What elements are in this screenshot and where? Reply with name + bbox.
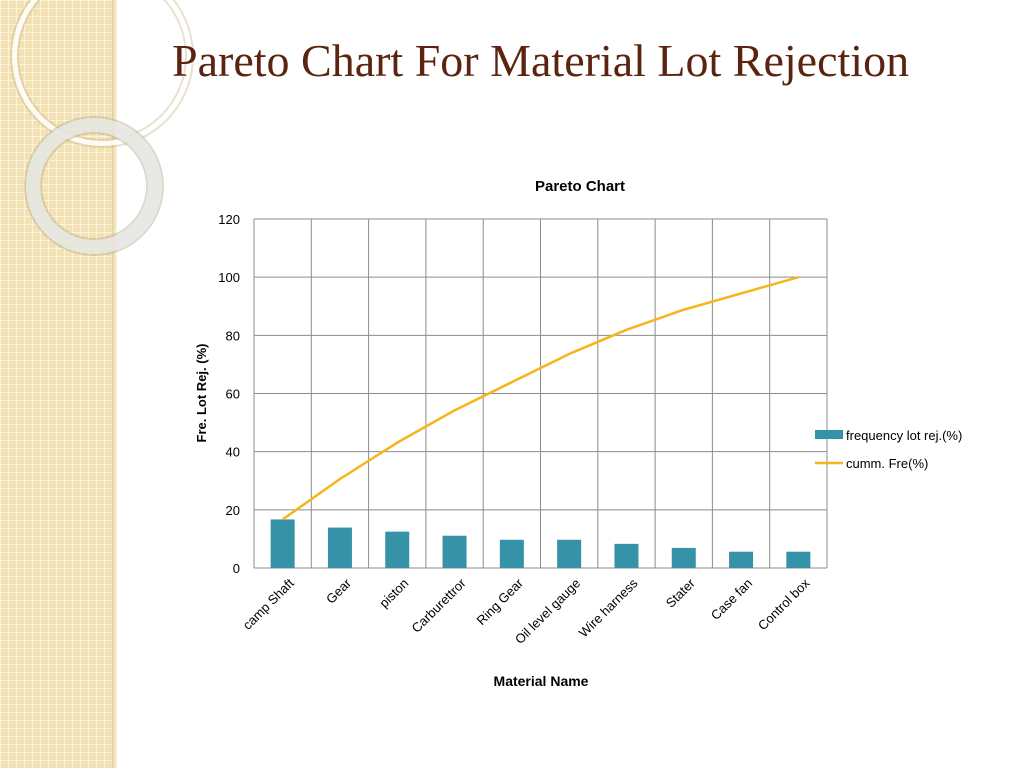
chart-legend: frequency lot rej.(%) cumm. Fre(%) xyxy=(815,428,962,471)
bar-case-fan xyxy=(729,551,754,568)
y-tick-label: 40 xyxy=(226,445,240,460)
x-tick-label: Gear xyxy=(323,575,355,607)
bar-series xyxy=(270,519,811,568)
legend-label-frequency: frequency lot rej.(%) xyxy=(846,428,962,443)
slide-title: Pareto Chart For Material Lot Rejection xyxy=(172,35,910,86)
x-tick-label: Control box xyxy=(755,575,813,633)
y-tick-label: 20 xyxy=(226,503,240,518)
bar-gear xyxy=(327,527,352,568)
bar-oil-level-gauge xyxy=(557,539,582,568)
y-tick-label: 120 xyxy=(218,212,240,227)
y-axis-label: Fre. Lot Rej. (%) xyxy=(194,344,209,443)
chart-title: Pareto Chart xyxy=(535,178,625,195)
x-tick-label: Carburettror xyxy=(409,575,470,636)
x-tick-label: Wire harness xyxy=(576,575,641,640)
x-tick-label: Ring Gear xyxy=(473,575,526,628)
cumulative-line xyxy=(281,275,799,521)
y-tick-labels: 0 20 40 60 80 100 120 xyxy=(218,212,240,576)
bar-piston xyxy=(385,531,410,568)
bar-control-box xyxy=(786,551,811,568)
bar-camp-shaft xyxy=(270,519,295,568)
bar-carburettror xyxy=(442,535,467,568)
legend-label-cumulative: cumm. Fre(%) xyxy=(846,456,928,471)
x-tick-label: piston xyxy=(376,576,411,611)
x-tick-label: Stater xyxy=(663,575,699,611)
x-tick-label: Case fan xyxy=(708,576,755,623)
y-tick-label: 0 xyxy=(233,561,240,576)
bar-wire-harness xyxy=(614,543,639,568)
side-strip-edge xyxy=(112,0,117,768)
chart-grid xyxy=(253,218,828,569)
y-tick-label: 60 xyxy=(226,387,240,402)
y-tick-label: 80 xyxy=(226,328,240,343)
y-tick-label: 100 xyxy=(218,270,240,285)
x-axis-label: Material Name xyxy=(494,673,589,689)
legend-swatch-frequency xyxy=(815,430,843,439)
x-tick-label: camp Shaft xyxy=(240,575,297,632)
bar-stater xyxy=(671,547,696,568)
bar-ring-gear xyxy=(499,539,524,568)
